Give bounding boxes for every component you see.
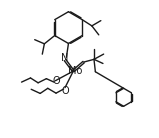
Text: O: O bbox=[62, 86, 69, 96]
Text: Mo: Mo bbox=[68, 66, 82, 76]
Text: N: N bbox=[61, 53, 68, 63]
Text: O: O bbox=[53, 76, 60, 86]
